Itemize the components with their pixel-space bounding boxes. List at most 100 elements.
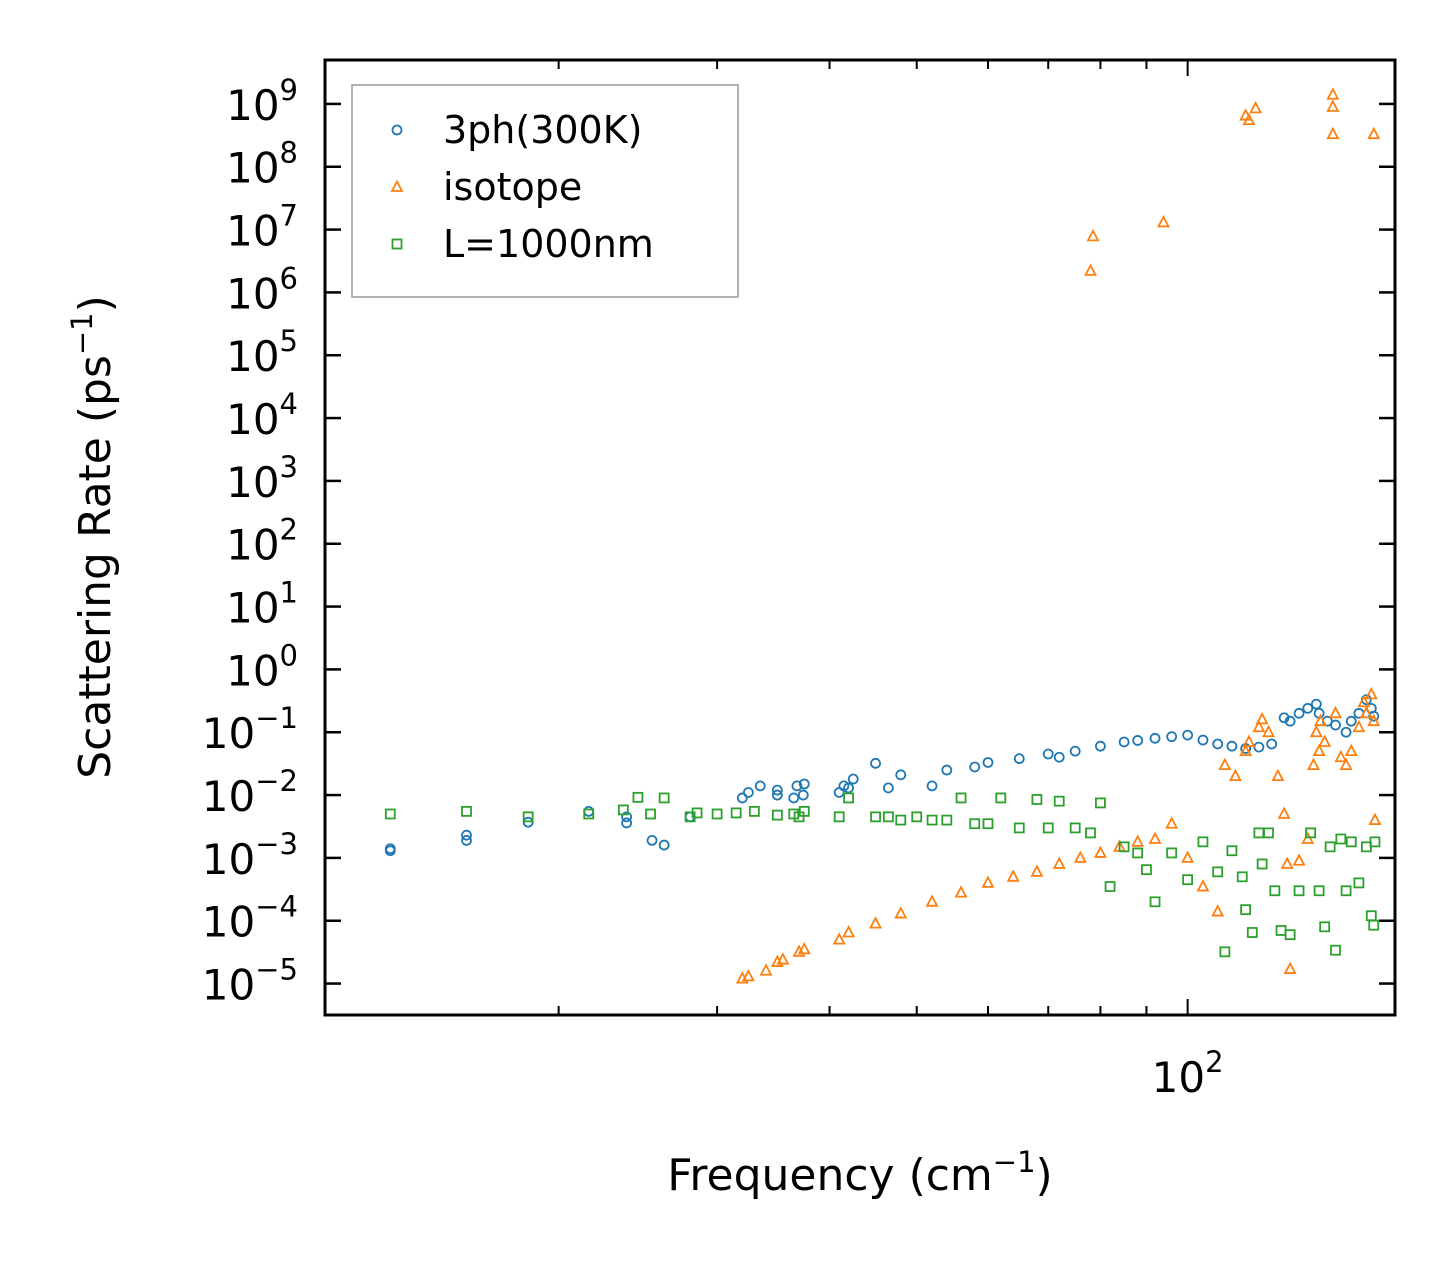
data-point xyxy=(843,782,854,794)
y-tick-label: 10−3 xyxy=(202,827,298,884)
data-point xyxy=(771,784,783,796)
data-point xyxy=(1228,768,1242,782)
data-point xyxy=(583,805,595,817)
data-point xyxy=(791,780,803,792)
data-point xyxy=(1182,874,1194,886)
y-tick-label: 109 xyxy=(226,73,298,130)
y-tick-label: 104 xyxy=(226,387,298,444)
data-point xyxy=(894,906,908,919)
y-tick-label: 101 xyxy=(226,576,298,633)
data-point xyxy=(798,805,810,817)
data-point xyxy=(1148,831,1162,844)
data-point xyxy=(792,944,806,957)
data-point xyxy=(1263,827,1274,839)
data-point xyxy=(1319,921,1331,933)
data-point xyxy=(1318,734,1332,747)
data-point xyxy=(1277,806,1291,819)
y-tick-label: 10−5 xyxy=(202,953,298,1010)
y-tick-label: 105 xyxy=(226,324,298,381)
data-point xyxy=(1053,795,1065,807)
data-point xyxy=(847,773,859,785)
data-point xyxy=(461,805,472,817)
data-point xyxy=(926,814,938,826)
data-point xyxy=(1166,847,1178,859)
data-point xyxy=(926,780,938,792)
data-point xyxy=(645,808,656,820)
data-point xyxy=(895,814,907,826)
data-point xyxy=(1246,927,1258,938)
data-point xyxy=(788,792,800,804)
data-point xyxy=(1293,707,1305,719)
data-point xyxy=(969,818,981,830)
data-point xyxy=(941,814,953,826)
data-point xyxy=(1324,841,1336,853)
data-point xyxy=(1211,904,1225,917)
data-point xyxy=(1340,726,1352,738)
data-point xyxy=(1345,836,1357,848)
data-point xyxy=(882,811,894,823)
data-point xyxy=(1212,738,1224,750)
data-point xyxy=(1330,719,1341,731)
data-point xyxy=(1069,745,1081,757)
data-point xyxy=(1052,856,1066,869)
data-point xyxy=(1326,99,1340,112)
data-point xyxy=(1118,736,1130,748)
data-point xyxy=(1182,729,1194,741)
data-point xyxy=(1069,822,1081,834)
data-point xyxy=(955,792,967,804)
data-point xyxy=(632,791,644,803)
series-2 xyxy=(384,791,1381,958)
data-point xyxy=(1360,841,1372,853)
data-point xyxy=(1280,856,1294,869)
data-point xyxy=(870,811,881,823)
data-point xyxy=(1367,126,1381,140)
data-point xyxy=(1085,827,1096,839)
legend-marker xyxy=(391,238,403,250)
data-point xyxy=(771,809,783,821)
data-point xyxy=(742,787,754,798)
data-point xyxy=(797,789,809,801)
data-point xyxy=(1305,827,1317,839)
data-point xyxy=(1031,794,1043,805)
data-point xyxy=(1345,715,1357,727)
data-point xyxy=(461,829,472,841)
data-point xyxy=(969,761,981,773)
data-point xyxy=(1240,904,1252,916)
data-point xyxy=(1335,833,1347,845)
data-point xyxy=(1307,757,1320,770)
data-point xyxy=(748,805,760,817)
data-point xyxy=(1141,864,1152,876)
y-tick-label: 10−2 xyxy=(202,764,298,821)
data-point xyxy=(1149,732,1161,744)
data-point xyxy=(646,834,658,846)
data-point xyxy=(1339,757,1353,770)
data-point xyxy=(1283,961,1297,974)
data-point xyxy=(1368,919,1380,931)
data-point xyxy=(1275,925,1287,936)
data-point xyxy=(1364,686,1378,700)
data-point xyxy=(741,968,755,982)
data-point xyxy=(870,757,881,769)
data-point xyxy=(981,875,995,888)
data-point xyxy=(797,941,811,955)
data-point xyxy=(1013,753,1025,765)
data-point xyxy=(1042,822,1054,834)
data-point xyxy=(754,780,766,792)
data-point xyxy=(1313,885,1325,897)
data-point xyxy=(658,839,670,851)
data-point xyxy=(1239,743,1253,757)
data-point xyxy=(1359,705,1373,719)
plot-markers xyxy=(384,87,1382,984)
data-point xyxy=(1149,896,1161,908)
series-0 xyxy=(384,694,1380,857)
data-point xyxy=(1255,711,1269,725)
legend-label: isotope xyxy=(443,165,582,209)
x-tick-label: 102 xyxy=(1152,1045,1224,1102)
legend-label: L=1000nm xyxy=(443,222,654,266)
data-point xyxy=(895,769,907,781)
data-point xyxy=(842,925,856,938)
data-point xyxy=(1352,719,1366,733)
legend-label: 3ph(300K) xyxy=(443,108,642,152)
data-point xyxy=(691,807,703,819)
